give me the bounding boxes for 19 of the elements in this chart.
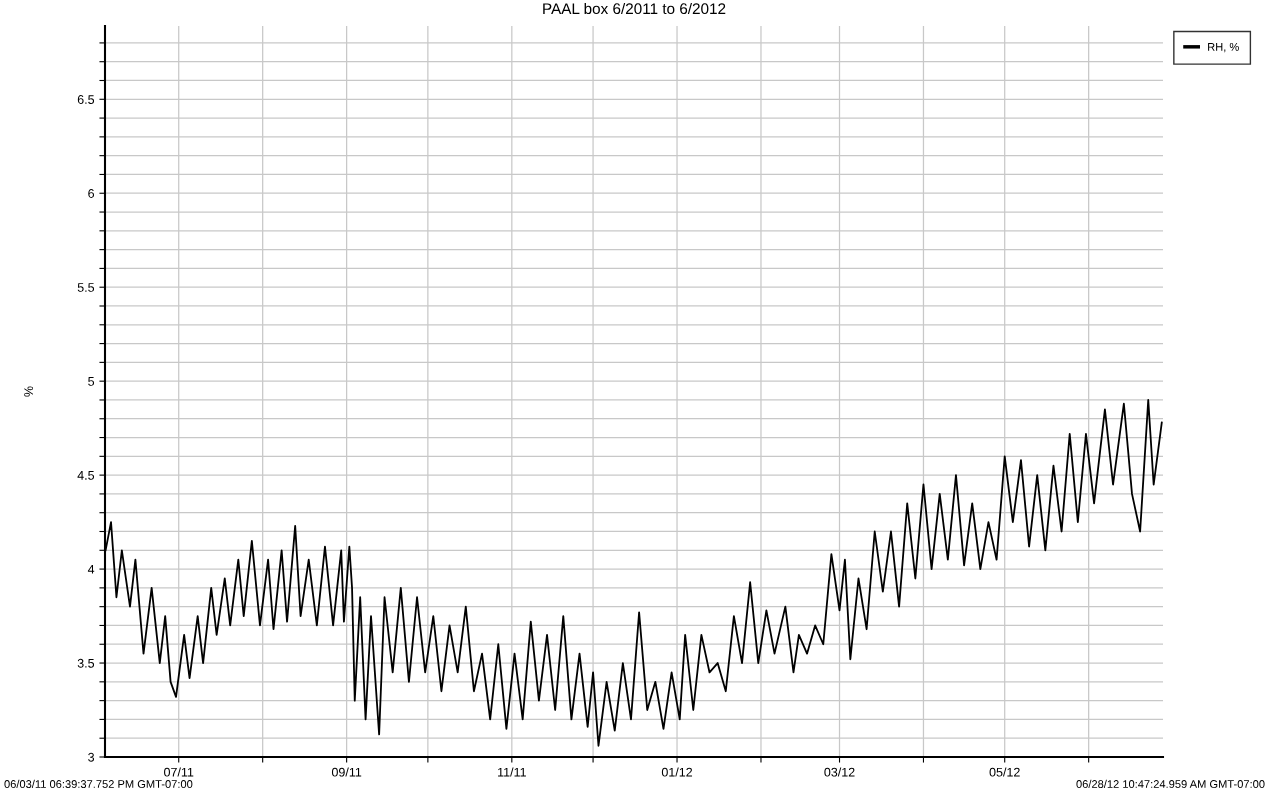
text: 06/03/11 06:39:37.752 PM GMT-07:00 [4, 779, 193, 788]
y-tick-label: 3.5 [77, 658, 95, 668]
y-tick-label: 3 [88, 752, 95, 762]
chart-title: PAAL box 6/2011 to 6/2012 [543, 2, 726, 15]
x-tick-label: 11/11 [498, 767, 526, 777]
y-tick-label: 4 [87, 565, 95, 574]
y-tick-label: 5.5 [77, 283, 95, 292]
y-tick-label: 4.5 [77, 471, 95, 480]
text: 06/28/12 10:47:24.959 AM GMT-07:00 [1076, 779, 1265, 788]
legend-label: RH, % [1208, 43, 1239, 53]
y-tick-label: 6.5 [77, 95, 95, 104]
y-tick-label: 5 [88, 377, 95, 386]
x-tick-label: 03/12 [824, 767, 855, 777]
x-tick-label: 01/12 [661, 767, 693, 777]
y-axis-title: % [24, 386, 34, 397]
x-tick-label: 07/11 [164, 767, 194, 777]
y-tick-label: 6 [88, 189, 95, 198]
x-tick-label: 09/11 [331, 767, 362, 777]
x-tick-label: 05/12 [989, 767, 1020, 777]
